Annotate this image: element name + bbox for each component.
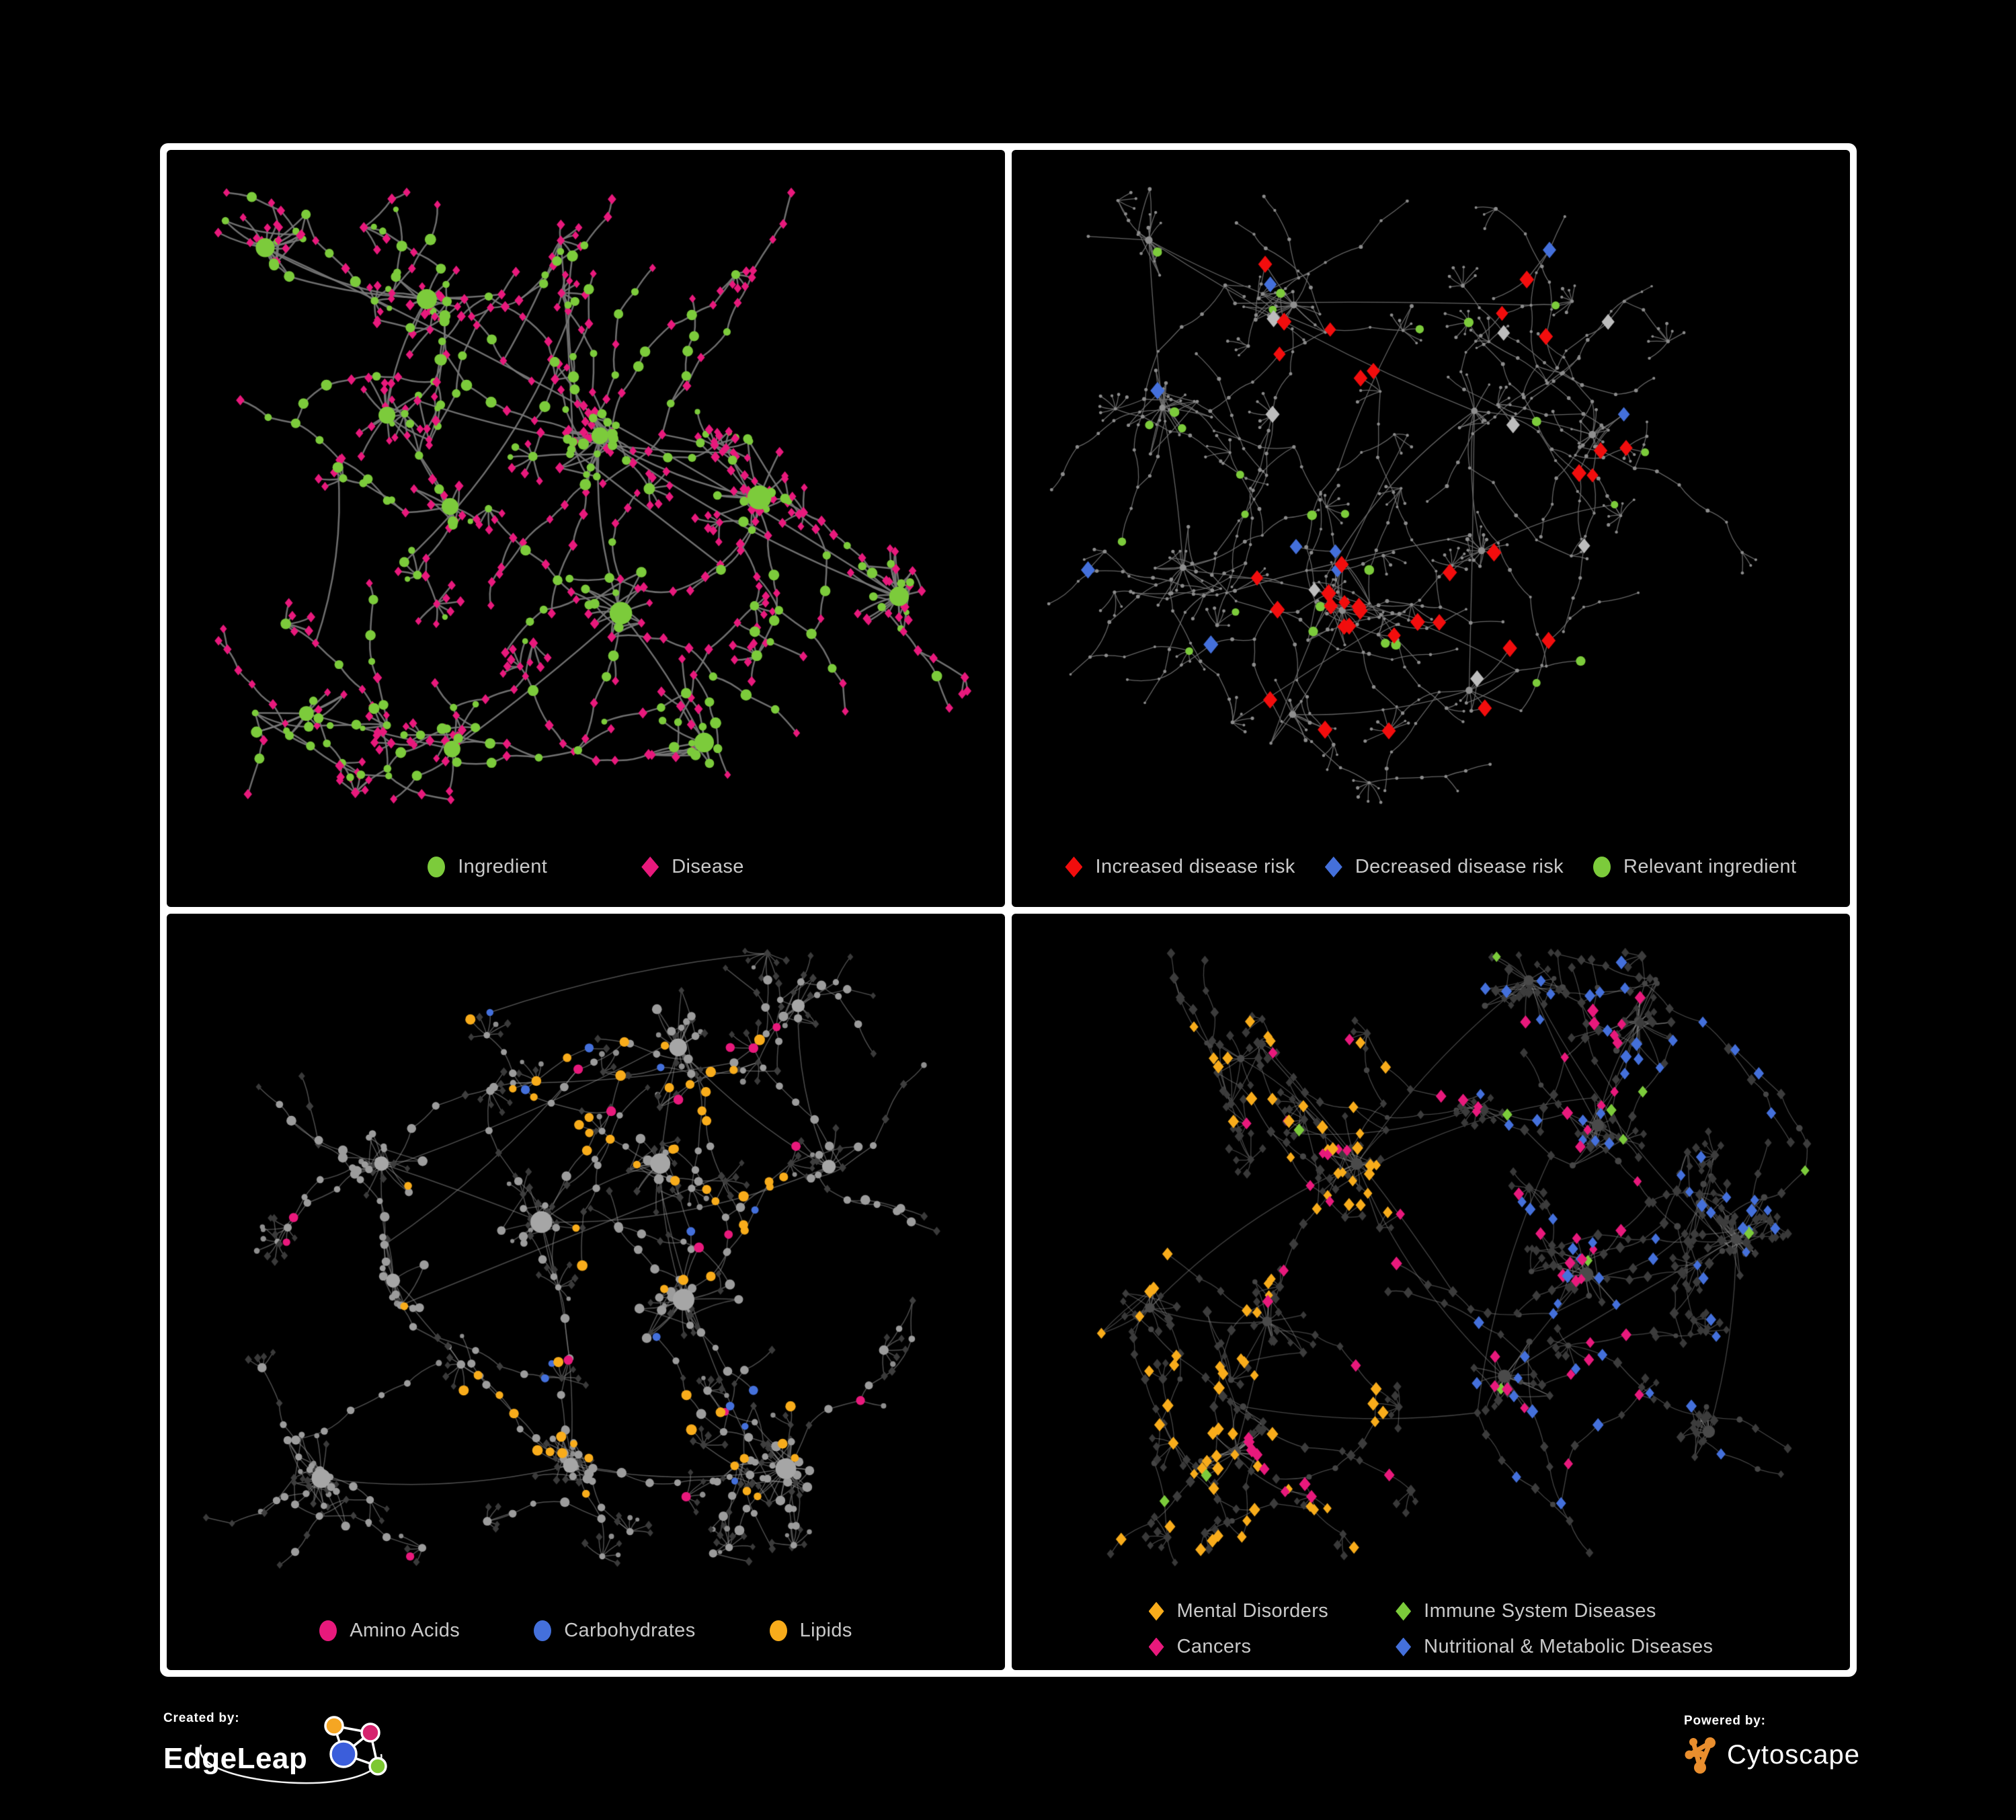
powered-by-label: Powered by: — [1684, 1714, 1766, 1728]
edgeleap-wordmark: EdgeLeap — [163, 1742, 308, 1775]
legend-item: Amino Acids — [319, 1620, 460, 1642]
legend-item: Cancers — [1148, 1636, 1329, 1658]
legend-item: Decreased disease risk — [1324, 856, 1564, 878]
lipids-circle-icon — [769, 1620, 787, 1641]
cancers-diamond-icon — [1148, 1637, 1164, 1657]
legend-item: Disease — [641, 856, 744, 878]
legend-label: Carbohydrates — [564, 1619, 696, 1641]
panel-disease-risk: Increased disease risk Decreased disease… — [1012, 150, 1850, 907]
nutritional-metabolic-diseases-diamond-icon — [1396, 1637, 1412, 1657]
legend-label: Relevant ingredient — [1623, 856, 1797, 877]
legend-item: Ingredient — [428, 856, 547, 878]
legend-label: Lipids — [799, 1619, 852, 1641]
legend-label: Ingredient — [458, 856, 548, 877]
legend-item: Relevant ingredient — [1593, 856, 1796, 878]
legend-disease-risk: Increased disease risk Decreased disease… — [1012, 845, 1850, 907]
panel-ingredient-disease: Ingredient Disease — [167, 150, 1005, 907]
panel-grid: Ingredient Disease Increased disease ris… — [160, 143, 1857, 1677]
cytoscape-wordmark: Cytoscape — [1727, 1740, 1860, 1770]
network-graph-disease-risk — [1012, 150, 1850, 845]
legend-label: Amino Acids — [350, 1619, 460, 1641]
network-graph-nutrient-classes — [167, 913, 1005, 1608]
legend-item: Lipids — [769, 1619, 852, 1642]
ingredient-circle-icon — [428, 857, 446, 877]
created-by-label: Created by: — [163, 1711, 240, 1725]
amino-acids-circle-icon — [319, 1620, 337, 1641]
edgeleap-branding: Created by: EdgeLeap — [163, 1711, 403, 1788]
relevant-ingredient-circle-icon — [1593, 857, 1611, 877]
legend-label: Immune System Diseases — [1424, 1600, 1656, 1622]
legend-item: Nutritional & Metabolic Diseases — [1396, 1636, 1713, 1658]
mental-disorders-diamond-icon — [1148, 1601, 1164, 1621]
legend-disease-classes: Mental Disorders Immune System Diseases … — [1012, 1600, 1850, 1670]
decreased-risk-diamond-icon — [1324, 857, 1342, 877]
immune-system-diseases-diamond-icon — [1396, 1601, 1412, 1621]
network-graph-disease-classes — [1012, 913, 1850, 1600]
disease-diamond-icon — [641, 857, 659, 877]
legend-label: Nutritional & Metabolic Diseases — [1424, 1636, 1713, 1657]
legend-item: Carbohydrates — [534, 1620, 695, 1642]
panel-nutrient-classes: Amino Acids Carbohydrates Lipids — [167, 913, 1005, 1670]
cytoscape-branding: Powered by: Cytoscape — [1684, 1714, 1860, 1776]
legend-item: Increased disease risk — [1065, 856, 1295, 878]
legend-label: Disease — [672, 856, 744, 877]
legend-item: Immune System Diseases — [1396, 1600, 1713, 1622]
legend-item: Mental Disorders — [1148, 1600, 1329, 1622]
legend-nutrient-classes: Amino Acids Carbohydrates Lipids — [167, 1608, 1005, 1670]
legend-label: Decreased disease risk — [1355, 856, 1564, 877]
legend-ingredient-disease: Ingredient Disease — [167, 845, 1005, 907]
increased-risk-diamond-icon — [1065, 857, 1083, 877]
cytoscape-logo-icon — [1685, 1737, 1716, 1774]
legend-label: Cancers — [1176, 1636, 1252, 1657]
carbohydrates-circle-icon — [534, 1620, 552, 1641]
legend-label: Mental Disorders — [1176, 1600, 1329, 1622]
legend-label: Increased disease risk — [1095, 856, 1295, 877]
edgeleap-logo-icon — [199, 1716, 388, 1784]
network-graph-ingredient-disease — [167, 150, 1005, 845]
panel-disease-classes: Mental Disorders Immune System Diseases … — [1012, 913, 1850, 1670]
